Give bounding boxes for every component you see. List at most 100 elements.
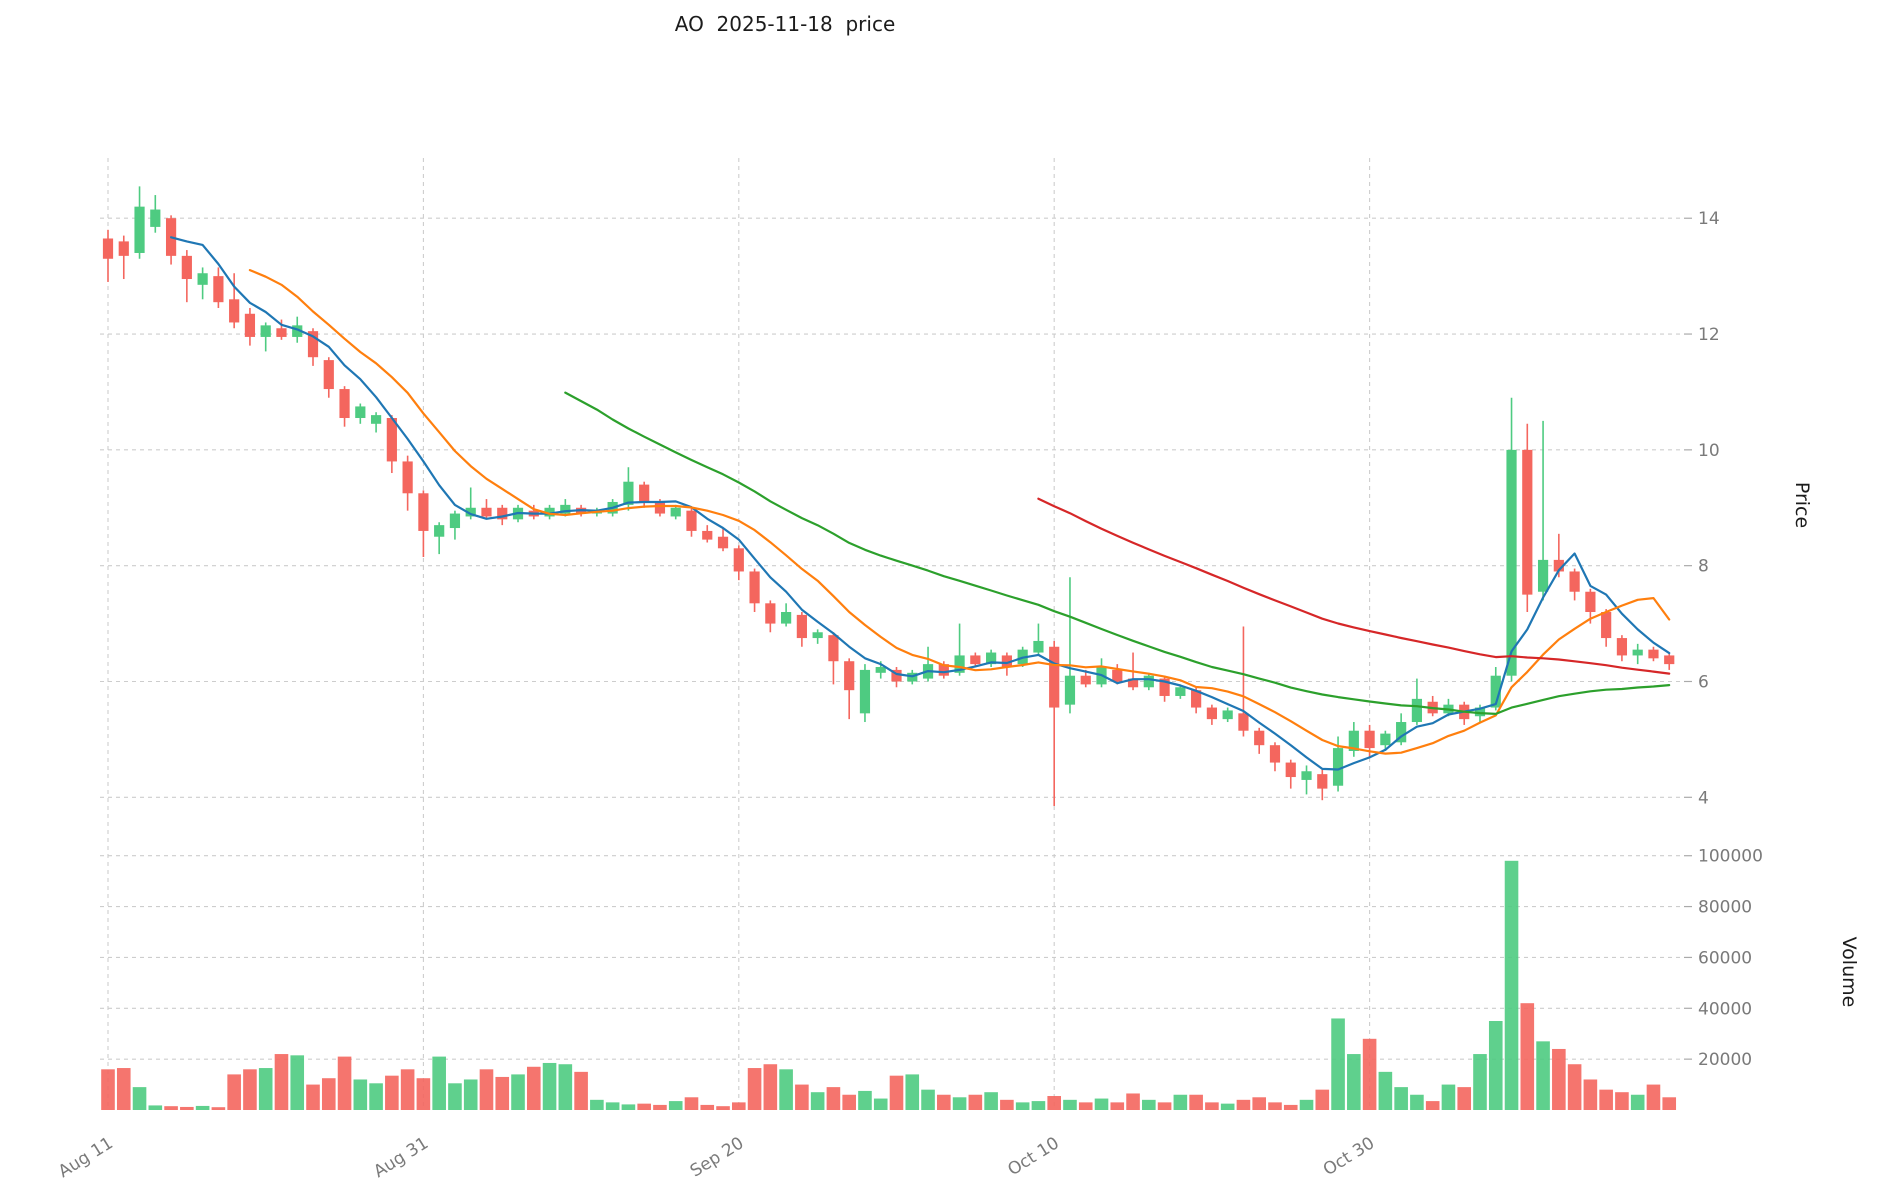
volume-bar <box>1662 1097 1677 1110</box>
volume-bar <box>463 1079 478 1110</box>
price-axis-label: Price <box>1791 481 1813 529</box>
candle-body <box>1664 655 1675 665</box>
candle-body <box>623 481 634 505</box>
x-tick-label: Sep 20 <box>687 1133 748 1181</box>
candle-body <box>686 510 697 531</box>
candle-body <box>765 603 776 624</box>
volume-bar <box>1441 1084 1456 1110</box>
candle-body <box>875 667 886 673</box>
volume-bar <box>164 1106 178 1110</box>
candle-body <box>1648 649 1659 659</box>
price-tick-label: 14 <box>1698 209 1720 229</box>
volume-bar <box>937 1094 951 1110</box>
candle-body <box>1411 698 1423 723</box>
volume-bar <box>700 1104 715 1110</box>
volume-bar <box>952 1097 967 1110</box>
volume-bar <box>526 1066 541 1110</box>
ma-line-5 <box>170 236 1671 771</box>
candle-body <box>1080 675 1091 685</box>
volume-bar <box>1488 1021 1503 1110</box>
candle-body <box>1301 771 1312 780</box>
candle-body <box>102 238 114 259</box>
volume-tick-label: 20000 <box>1698 1050 1752 1070</box>
volume-bar <box>1236 1099 1251 1110</box>
candle-body <box>1396 722 1407 743</box>
volume-bar <box>1268 1102 1282 1110</box>
volume-bar <box>558 1064 573 1110</box>
candle-body <box>1112 669 1123 682</box>
candle-body <box>1175 687 1186 696</box>
volume-bar <box>1015 1102 1030 1110</box>
volume-tick-label: 100000 <box>1698 847 1763 867</box>
x-tick-label: Oct 10 <box>1004 1133 1062 1180</box>
volume-bar <box>716 1106 730 1110</box>
volume-bar <box>180 1106 194 1110</box>
volume-bar <box>511 1074 525 1110</box>
candle-body <box>244 313 256 337</box>
volume-bars <box>101 860 1677 1110</box>
volume-bar <box>274 1054 289 1110</box>
volume-bar <box>590 1099 604 1110</box>
volume-bar <box>826 1087 841 1110</box>
candle-body <box>1522 449 1533 595</box>
volume-bar <box>116 1068 131 1110</box>
candle-body <box>1380 733 1391 746</box>
x-tick-label: Oct 30 <box>1320 1133 1378 1180</box>
volume-bar <box>1567 1064 1582 1110</box>
ma-line-60 <box>1037 497 1671 675</box>
volume-bar <box>1425 1101 1440 1110</box>
volume-bar <box>921 1089 935 1110</box>
candle-body <box>1222 710 1233 720</box>
volume-bar <box>1394 1087 1408 1110</box>
volume-bar <box>1126 1093 1140 1110</box>
ma-line-10 <box>248 269 1671 755</box>
candle-body <box>1569 571 1580 592</box>
volume-bar <box>1157 1102 1172 1110</box>
volume-bar <box>243 1069 257 1110</box>
candle-body <box>481 507 492 517</box>
volume-bar <box>1583 1079 1598 1110</box>
volume-bar <box>101 1069 115 1110</box>
volume-bar <box>1504 860 1519 1110</box>
candle-body <box>859 669 871 714</box>
volume-bar <box>637 1103 651 1110</box>
moving-average-lines <box>170 236 1671 771</box>
candle-body <box>181 255 192 280</box>
candle-body <box>1553 559 1564 572</box>
volume-bar <box>1031 1101 1046 1110</box>
ma-line-30 <box>564 391 1671 716</box>
candle-body <box>1332 748 1344 786</box>
candle-body <box>1033 640 1044 653</box>
candle-body <box>307 331 319 358</box>
volume-bar <box>1315 1089 1330 1110</box>
volume-bar <box>905 1074 920 1110</box>
price-tick-label: 12 <box>1698 325 1720 345</box>
volume-bar <box>1173 1094 1188 1110</box>
volume-bar <box>1252 1097 1267 1110</box>
candle-body <box>891 669 902 682</box>
candle-body <box>213 276 224 303</box>
candle-body <box>1001 655 1012 668</box>
volume-tick-label: 80000 <box>1698 898 1752 918</box>
volume-bar <box>873 1098 888 1110</box>
candle-body <box>465 507 476 517</box>
volume-bar <box>195 1105 210 1110</box>
x-tick-label: Aug 11 <box>55 1133 117 1182</box>
candle-body <box>1348 730 1359 751</box>
gridlines <box>100 158 1684 1110</box>
volume-bar <box>400 1069 415 1110</box>
chart-title: AO 2025-11-18 price <box>674 12 896 36</box>
candle-body <box>1364 730 1375 749</box>
candle-body <box>702 530 713 540</box>
candle-body <box>1049 646 1060 708</box>
volume-bar <box>1646 1084 1661 1110</box>
volume-bar <box>337 1056 352 1110</box>
candle-body <box>292 325 303 337</box>
volume-tick-label: 40000 <box>1698 999 1752 1019</box>
volume-bar <box>1473 1054 1487 1110</box>
candle-body <box>1159 678 1170 696</box>
volume-bar <box>968 1094 983 1110</box>
volume-bar <box>747 1068 762 1110</box>
